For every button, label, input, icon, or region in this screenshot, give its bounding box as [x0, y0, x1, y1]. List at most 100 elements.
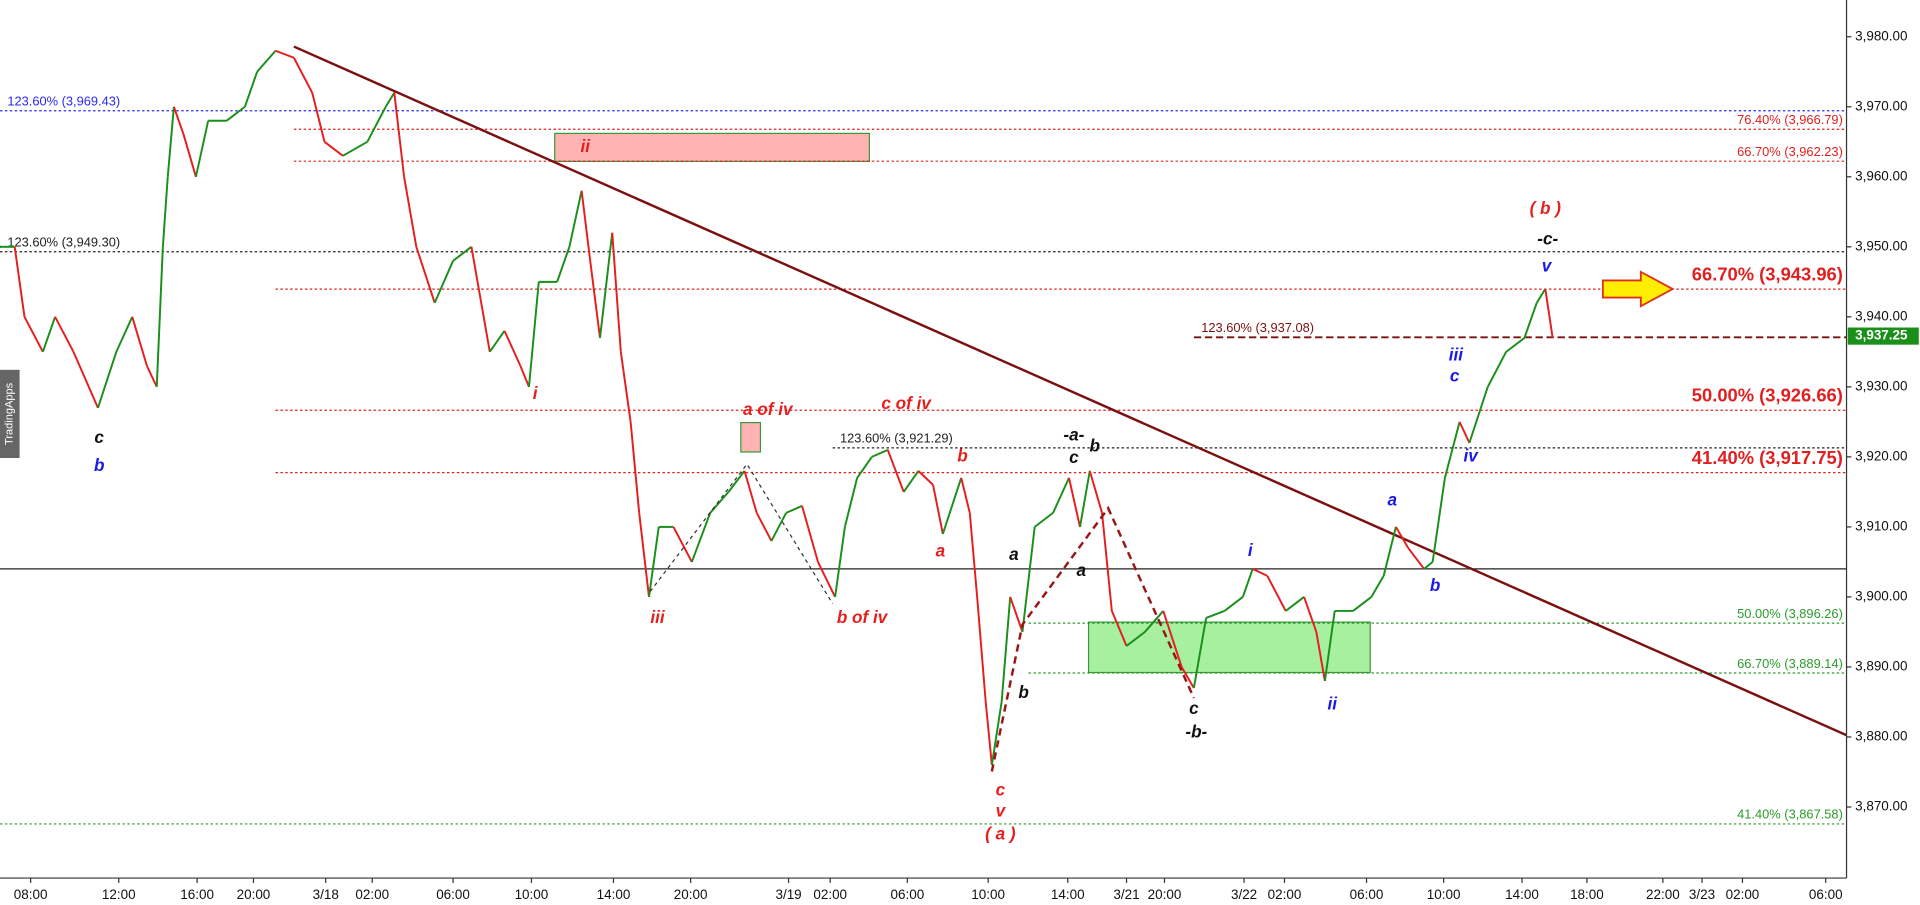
price-segment: [856, 456, 873, 479]
last-price-tag: [1847, 327, 1919, 345]
wave-label: b: [1089, 436, 1099, 456]
price-segment: [1079, 470, 1091, 528]
fib-label: 123.60% (3,969.43): [7, 94, 120, 109]
price-segment: [1009, 596, 1024, 633]
axis-bg: [0, 878, 1920, 905]
x-tick-label: 3/22: [1231, 887, 1257, 902]
price-segment: [366, 106, 387, 143]
price-segment: [1423, 561, 1434, 570]
wave-label: b of iv: [837, 607, 889, 627]
zone-label: ii: [581, 136, 592, 156]
y-tick-label: 3,940.00: [1855, 308, 1907, 323]
wave-label: c: [1450, 366, 1460, 386]
price-segment: [256, 50, 277, 73]
guide-line: [990, 505, 1195, 772]
y-tick-label: 3,930.00: [1855, 378, 1907, 393]
zone-box: [554, 132, 870, 163]
wave-label: a: [1076, 560, 1086, 580]
watermark-tab: [0, 369, 20, 459]
price-segment: [755, 512, 773, 542]
price-segment: [146, 365, 158, 388]
fib-label: 123.60% (3,921.29): [840, 431, 953, 446]
x-tick-label: 18:00: [1570, 887, 1604, 902]
price-segment: [452, 246, 473, 262]
x-tick-label: 3/18: [313, 887, 339, 902]
price-segment: [611, 232, 622, 352]
x-tick-label: 10:00: [1427, 887, 1461, 902]
price-segment: [1535, 288, 1547, 304]
price-segment: [1523, 302, 1538, 339]
y-tick-label: 3,950.00: [1855, 238, 1907, 253]
price-segment: [1021, 526, 1036, 633]
price-segment: [1468, 386, 1489, 444]
price-segment: [1192, 617, 1208, 689]
x-tick-label: 08:00: [14, 887, 48, 902]
x-tick-label: 20:00: [1148, 887, 1182, 902]
guide-line: [649, 463, 834, 605]
x-tick-label: 10:00: [971, 887, 1005, 902]
price-segment: [1110, 610, 1128, 647]
price-segment: [968, 512, 979, 598]
price-segment: [917, 470, 934, 486]
price-segment: [1144, 610, 1165, 633]
price-segment: [488, 330, 506, 353]
price-segment: [172, 106, 185, 136]
price-segment: [672, 526, 693, 563]
wave-label: a: [1387, 490, 1397, 510]
fib-label: 50.00% (3,926.66): [1692, 385, 1843, 406]
x-tick-label: 06:00: [1809, 887, 1843, 902]
x-tick-label: 06:00: [1350, 887, 1384, 902]
price-segment: [1431, 477, 1446, 563]
price-segment: [976, 596, 987, 703]
price-segment: [503, 330, 522, 367]
price-segment: [384, 92, 396, 108]
wave-label: v: [996, 800, 1007, 820]
price-segment: [1352, 596, 1373, 612]
price-segment: [1180, 666, 1195, 689]
price-segment: [311, 92, 326, 143]
wave-label: a of iv: [743, 399, 794, 419]
price-segment: [1034, 512, 1054, 528]
price-segment: [243, 71, 259, 108]
y-tick-label: 3,910.00: [1855, 518, 1907, 533]
wave-label: a: [1009, 544, 1019, 564]
x-tick-label: 02:00: [1268, 887, 1302, 902]
x-tick-label: 14:00: [597, 887, 631, 902]
price-segment: [1323, 610, 1336, 682]
price-segment: [960, 477, 971, 514]
wave-label: a: [936, 541, 946, 561]
x-tick-label: 14:00: [1051, 887, 1085, 902]
price-segment: [293, 57, 314, 94]
price-segment: [115, 316, 134, 353]
price-segment: [433, 260, 454, 304]
price-segment: [528, 281, 540, 387]
x-tick-label: 06:00: [890, 887, 924, 902]
wave-label: c: [996, 779, 1006, 799]
price-segment: [1052, 477, 1070, 514]
price-segment: [638, 512, 650, 598]
wave-label: c: [1189, 698, 1199, 718]
wave-label: b: [94, 455, 104, 475]
wave-label: b: [1018, 682, 1028, 702]
price-segment: [1101, 512, 1113, 612]
price-segment: [1407, 547, 1425, 570]
zone-box: [740, 421, 762, 453]
price-segment: [166, 106, 175, 177]
price-segment: [275, 49, 295, 59]
price-segment: [1486, 351, 1507, 388]
fib-label: 66.70% (3,889.14): [1737, 656, 1843, 671]
price-segment: [727, 470, 746, 493]
wave-label: iii: [1449, 345, 1465, 365]
x-tick-label: 20:00: [674, 887, 708, 902]
wave-label: i: [533, 383, 539, 403]
x-tick-label: 3/23: [1689, 887, 1715, 902]
price-segment: [1458, 421, 1471, 444]
price-segment: [1125, 631, 1146, 647]
price-segment: [54, 316, 75, 353]
price-segment: [23, 316, 44, 353]
price-segment: [72, 351, 99, 409]
x-tick-label: 14:00: [1505, 887, 1539, 902]
fib-label: 76.40% (3,966.79): [1737, 112, 1843, 127]
